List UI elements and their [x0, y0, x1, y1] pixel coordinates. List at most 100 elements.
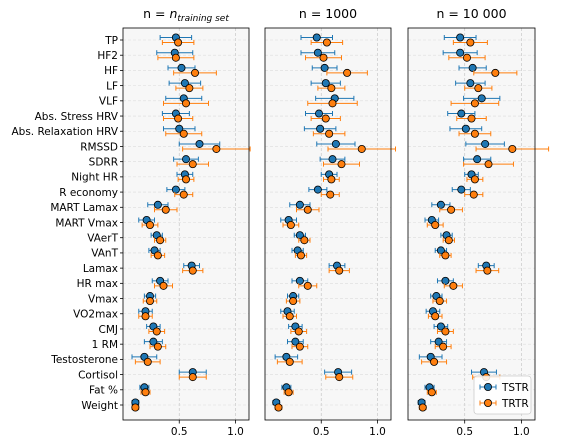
category-label: R economy	[59, 187, 118, 199]
legend-marker	[483, 382, 492, 391]
data-point	[313, 185, 322, 194]
data-point	[195, 139, 204, 148]
data-point	[328, 99, 337, 108]
data-point	[291, 337, 300, 346]
data-point	[331, 139, 340, 148]
data-point	[328, 155, 337, 164]
data-point	[321, 114, 330, 123]
data-point	[181, 155, 190, 164]
data-point	[188, 373, 197, 382]
data-point	[484, 160, 493, 169]
axes-frame	[122, 27, 250, 421]
data-point	[320, 63, 329, 72]
data-point	[468, 63, 477, 72]
data-point	[321, 79, 330, 88]
data-point	[469, 190, 478, 199]
axes-frame	[407, 27, 536, 421]
data-point	[470, 99, 479, 108]
data-point	[143, 357, 152, 366]
category-label: RMSSD	[80, 141, 118, 153]
data-point	[327, 84, 336, 93]
data-point	[439, 342, 448, 351]
category-label: VO2max	[73, 309, 118, 321]
data-point	[466, 38, 475, 47]
data-point	[300, 236, 309, 245]
category-label: HR max	[77, 278, 118, 290]
data-point	[491, 68, 500, 77]
data-point	[312, 33, 321, 42]
category-label: Abs. Stress HRV	[35, 111, 119, 123]
data-point	[466, 79, 475, 88]
data-point	[470, 129, 479, 138]
data-point	[175, 124, 184, 133]
data-point	[285, 357, 294, 366]
panel-title: n = 10 000	[436, 6, 506, 21]
x-tick-label: 0.5	[171, 426, 188, 438]
data-point	[441, 251, 450, 260]
data-point	[141, 312, 150, 321]
data-point	[462, 53, 471, 62]
data-point	[190, 68, 199, 77]
panel-title: n = ntraining set	[143, 6, 229, 24]
data-point	[418, 403, 427, 412]
data-point	[322, 38, 331, 47]
data-point	[343, 68, 352, 77]
data-point	[456, 33, 465, 42]
data-point	[436, 322, 445, 331]
data-point	[131, 403, 140, 412]
data-point	[179, 129, 188, 138]
data-point	[161, 205, 170, 214]
data-point	[156, 236, 165, 245]
data-point	[295, 200, 304, 209]
data-point	[335, 373, 344, 382]
data-point	[508, 144, 517, 153]
data-point	[435, 297, 444, 306]
data-point	[444, 236, 453, 245]
x-tick-label: 1.0	[369, 426, 386, 438]
category-label: HF	[104, 65, 118, 77]
data-point	[314, 109, 323, 118]
legend-label: TSTR	[501, 382, 529, 394]
data-point	[327, 175, 336, 184]
data-point	[180, 79, 189, 88]
data-point	[436, 246, 445, 255]
data-point	[153, 342, 162, 351]
category-label: SDRR	[89, 156, 118, 168]
data-point	[436, 200, 445, 209]
data-point	[188, 160, 197, 169]
data-point	[153, 200, 162, 209]
data-point	[152, 327, 161, 336]
x-tick-label: 0.5	[313, 426, 330, 438]
category-label: Night HR	[71, 172, 118, 184]
category-label: Weight	[81, 400, 118, 412]
data-point	[357, 144, 366, 153]
data-point	[141, 388, 150, 397]
data-point	[481, 139, 490, 148]
data-point	[477, 94, 486, 103]
data-point	[179, 190, 188, 199]
data-point	[441, 276, 450, 285]
data-point	[303, 281, 312, 290]
data-point	[286, 220, 295, 229]
data-point	[461, 124, 470, 133]
data-point	[470, 175, 479, 184]
data-point	[174, 38, 183, 47]
data-point	[337, 160, 346, 169]
data-point	[303, 205, 312, 214]
data-point	[285, 312, 294, 321]
category-label: Testosterone	[50, 354, 118, 366]
legend: TSTR TRTR	[473, 375, 532, 415]
category-label: HF2	[97, 50, 118, 62]
x-tick-label: 0.5	[456, 426, 473, 438]
data-point	[274, 403, 283, 412]
data-point	[289, 297, 298, 306]
category-label: 1 RM	[92, 339, 118, 351]
data-point	[326, 190, 335, 199]
data-point	[441, 327, 450, 336]
data-point	[474, 84, 483, 93]
data-point	[431, 312, 440, 321]
category-label: VLF	[99, 96, 118, 108]
data-point	[294, 327, 303, 336]
data-point	[295, 276, 304, 285]
